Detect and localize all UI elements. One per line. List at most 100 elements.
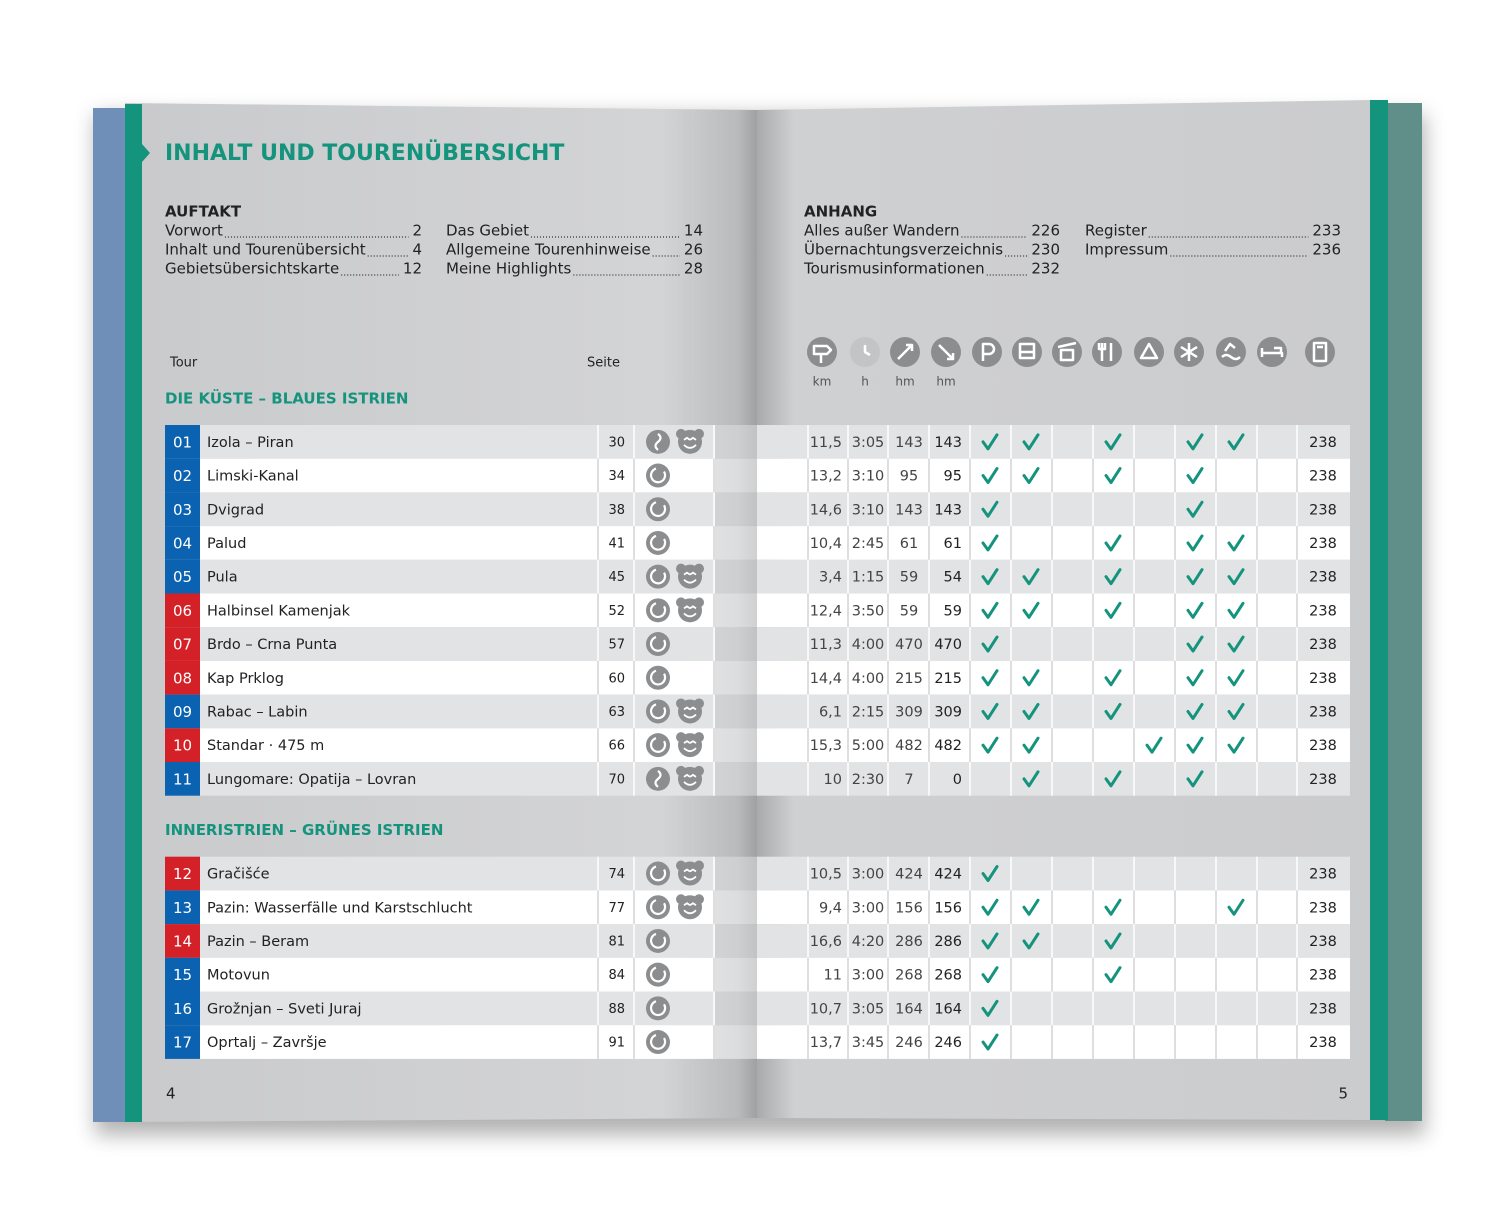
tour-number-bg [165,492,200,527]
gutter-fade [715,559,757,594]
row-bg [200,627,715,661]
toc-entry: Gebietsübersichtskarte [165,260,339,278]
checkmark [1186,770,1204,788]
loop-arrow [649,635,667,652]
tour-name: Lungomare: Opatija – Lovran [207,772,416,788]
loop-arrow [649,737,667,753]
tour-number: 16 [173,1000,192,1018]
checkmark [1227,568,1245,586]
legend-icon [890,337,920,367]
section-title: INNERISTRIEN – GRÜNES ISTRIEN [165,820,443,839]
checkmark [1022,669,1040,687]
tour-number-bg [165,526,200,560]
toc-entry: Inhalt und Tourenübersicht [165,241,366,259]
distance: 11,3 [810,637,842,653]
tour-number: 17 [173,1034,192,1052]
duration: 4:20 [852,934,885,950]
tour-page: 88 [608,1002,625,1017]
distance: 11 [824,968,842,984]
tour-row: 08 Kap Prklog 60 14,4 4:00 215 215 238 [165,660,1350,695]
loop-arrow [649,1000,667,1017]
checkmark [1186,534,1204,552]
kids-icon [678,895,702,920]
descent: 164 [934,1001,962,1017]
tour-number: 07 [173,636,192,654]
row-bg [757,660,1350,695]
loop-icon [646,665,670,690]
descent: 0 [953,772,962,788]
reference-page: 238 [1309,1001,1337,1017]
distance: 14,4 [810,671,842,687]
checkmark [981,500,999,518]
tour-name: Standar · 475 m [207,738,324,754]
kids-icon [678,699,702,724]
legend-icon [807,337,837,367]
tour-number-bg [165,890,200,925]
checkmark [1022,702,1040,720]
tour-number: 08 [173,669,192,687]
checkmark [1022,433,1040,451]
checkmark [981,932,999,950]
reference-page: 238 [1309,900,1337,916]
checkmark [1104,568,1122,586]
tour-name: Grožnjan – Sveti Juraj [207,1001,362,1017]
loop-icon [646,962,670,987]
descent: 54 [944,570,962,586]
tour-number: 14 [173,932,192,950]
legend-icon [1092,337,1122,367]
icon-symbol [1057,341,1077,362]
tour-page: 81 [608,934,625,949]
kids-icon [678,733,702,758]
row-bg [757,957,1350,992]
ascent: 164 [895,1001,923,1017]
gutter-fade [715,593,757,628]
checkmark [1104,702,1122,720]
tour-number: 03 [173,501,192,519]
checkmark [1186,433,1204,451]
row-bg [757,627,1350,661]
checkmark [1022,898,1040,916]
green-edge [1370,100,1388,1120]
tour-number-bg [165,762,200,796]
reference-page: 238 [1309,704,1337,720]
tour-row: 10 Standar · 475 m 66 15,3 5:00 482 482 238 [165,728,1350,762]
kids-icon [678,429,702,454]
row-bg [757,492,1350,527]
distance: 15,3 [810,738,842,754]
checkmark [1022,932,1040,950]
toc-entry: Impressum [1085,241,1168,259]
ascent: 95 [900,469,918,485]
tour-row: 04 Palud 41 10,4 2:45 61 61 238 [165,526,1350,560]
tour-number-bg [165,425,200,459]
tour-number-bg [165,1025,200,1059]
icon-circle [1216,337,1246,367]
gutter-fade [715,991,757,1026]
row-bg [757,890,1350,925]
tour-page: 77 [608,901,625,916]
tour-number: 11 [173,770,192,788]
descent: 95 [944,469,962,485]
checkmark [1104,467,1122,485]
reference-page: 238 [1309,934,1337,950]
tour-number: 04 [173,534,192,552]
toc-page: 232 [1031,260,1060,278]
tour-page: 34 [608,469,625,484]
checkmark [1145,736,1163,754]
ascent: 309 [895,704,923,720]
gutter-fade [715,924,757,958]
tour-row: 11 Lungomare: Opatija – Lovran 70 10 2:30 7 0 2… [165,762,1350,796]
loop-icon [646,564,670,589]
checkmark [1227,433,1245,451]
duration: 3:10 [852,469,885,485]
tour-number: 13 [173,899,192,917]
tour-number: 15 [173,966,192,984]
row-bg [200,593,715,628]
toc-entry: Tourismusinformationen [803,260,985,278]
loop-arrow [649,703,667,720]
kids-face [683,605,697,618]
row-bg [757,526,1350,560]
tour-number-bg [165,559,200,594]
reference-page: 238 [1309,502,1337,518]
kids-face [683,706,697,719]
